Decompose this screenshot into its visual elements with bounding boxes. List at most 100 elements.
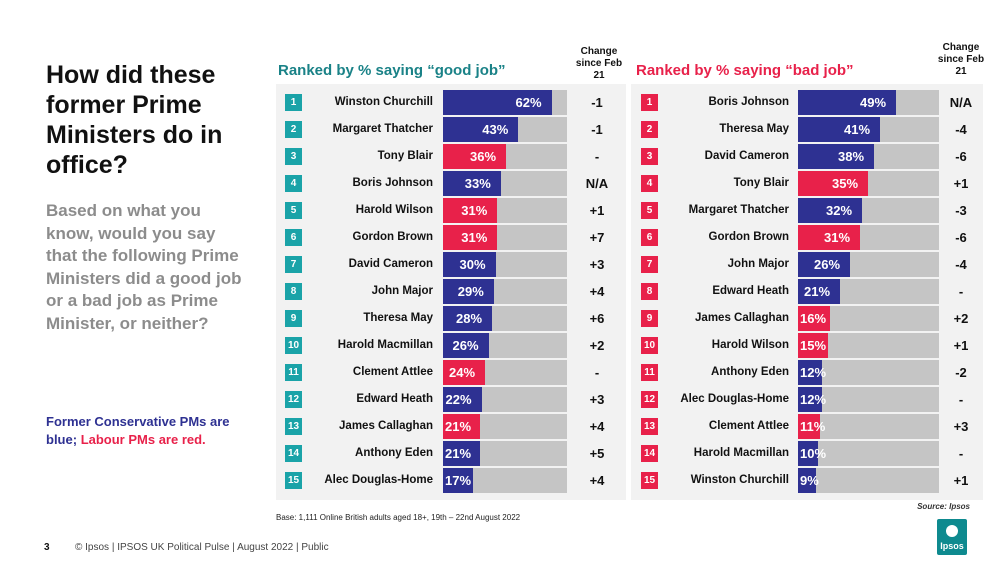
- pm-name-label: Clement Attlee: [352, 366, 433, 378]
- bar-track: 10%: [798, 441, 939, 466]
- bar-track: 9%: [798, 468, 939, 493]
- bar: [443, 171, 501, 196]
- bar-track: 36%: [443, 144, 567, 169]
- bar-track: 21%: [443, 441, 567, 466]
- data-label: 31%: [461, 230, 488, 245]
- data-label: 21%: [445, 446, 472, 461]
- change-value: +3: [589, 392, 605, 407]
- bar-track: 15%: [798, 333, 939, 358]
- rank-badge: 11: [285, 364, 302, 381]
- pm-name-label: Anthony Eden: [711, 366, 789, 378]
- party-color-note: Former Conservative PMs are blue; Labour…: [46, 413, 261, 449]
- bar: [798, 306, 830, 331]
- change-value: -1: [591, 122, 603, 137]
- data-label: 10%: [800, 446, 827, 461]
- change-value: -: [958, 284, 964, 299]
- rank-badge: 1: [641, 94, 658, 111]
- bar: [798, 414, 820, 439]
- chart-row: 3 Tony Blair 36% -: [0, 143, 1000, 170]
- bar: [798, 90, 896, 115]
- rank-badge: 5: [641, 202, 658, 219]
- bar: [798, 252, 850, 277]
- chart-row: 11 Anthony Eden 12% -2: [0, 359, 1000, 386]
- change-value: -6: [955, 230, 967, 245]
- bar-track: 41%: [798, 117, 939, 142]
- change-value: -1: [591, 95, 603, 110]
- data-label: 22%: [445, 392, 472, 407]
- bar: [443, 117, 519, 142]
- good-job-title: Ranked by % saying “good job”: [278, 62, 506, 79]
- logo-text: Ipsos: [940, 541, 964, 551]
- rank-badge: 13: [285, 418, 302, 435]
- chart-row: 13 Clement Attlee 11% +3: [0, 413, 1000, 440]
- pm-name-label: Harold Wilson: [711, 339, 789, 351]
- pm-name-label: Theresa May: [719, 123, 789, 135]
- change-value: +2: [953, 311, 969, 326]
- data-label: 31%: [824, 230, 851, 245]
- bar-track: 33%: [443, 171, 567, 196]
- pm-name-label: John Major: [727, 258, 789, 270]
- change-value: +1: [953, 338, 969, 353]
- pm-name-label: Margaret Thatcher: [688, 204, 789, 216]
- bar: [443, 225, 498, 250]
- pm-name-label: Alec Douglas-Home: [324, 474, 433, 486]
- rank-badge: 4: [285, 175, 302, 192]
- data-label: 62%: [515, 95, 542, 110]
- data-label: 31%: [461, 203, 488, 218]
- bar: [798, 360, 822, 385]
- pm-name-label: Harold Macmillan: [693, 447, 789, 459]
- source-note: Source: Ipsos: [917, 502, 970, 511]
- bar: [798, 171, 868, 196]
- chart-row: 12 Alec Douglas-Home 12% -: [0, 386, 1000, 413]
- conservative-note: Former Conservative PMs are blue;: [46, 414, 230, 447]
- bar-track: 12%: [798, 387, 939, 412]
- rank-badge: 4: [641, 175, 658, 192]
- ipsos-logo: Ipsos: [937, 519, 967, 555]
- rank-badge: 10: [285, 337, 302, 354]
- bar: [443, 333, 489, 358]
- pm-name-label: Gordon Brown: [708, 231, 790, 243]
- bad-job-title: Ranked by % saying “bad job”: [636, 62, 854, 79]
- bar-track: 32%: [798, 198, 939, 223]
- chart-row: 4 Tony Blair 35% +1: [0, 170, 1000, 197]
- chart-row: 8 John Major 29% +4: [0, 278, 1000, 305]
- bar: [443, 279, 494, 304]
- chart-row: 3 David Cameron 38% -6: [0, 143, 1000, 170]
- rank-badge: 13: [641, 418, 658, 435]
- bar-track: 17%: [443, 468, 567, 493]
- bar-track: 11%: [798, 414, 939, 439]
- rank-badge: 1: [285, 94, 302, 111]
- rank-badge: 7: [285, 256, 302, 273]
- rank-badge: 5: [285, 202, 302, 219]
- good-change-header: Change since Feb 21: [575, 46, 623, 81]
- data-label: 12%: [800, 365, 827, 380]
- bar-track: 24%: [443, 360, 567, 385]
- bar-track: 16%: [798, 306, 939, 331]
- change-value: +2: [589, 338, 605, 353]
- data-label: 29%: [457, 284, 484, 299]
- change-value: +4: [589, 473, 605, 488]
- rank-badge: 6: [285, 229, 302, 246]
- rank-badge: 8: [285, 283, 302, 300]
- bar-track: 12%: [798, 360, 939, 385]
- data-label: 28%: [456, 311, 483, 326]
- bar: [443, 441, 480, 466]
- bar-track: 26%: [443, 333, 567, 358]
- data-label: 38%: [838, 149, 865, 164]
- pm-name-label: Tony Blair: [733, 177, 789, 189]
- change-value: +4: [589, 419, 605, 434]
- bar-track: 21%: [443, 414, 567, 439]
- rank-badge: 2: [641, 121, 658, 138]
- bar: [798, 333, 828, 358]
- change-value: +6: [589, 311, 605, 326]
- rank-badge: 3: [285, 148, 302, 165]
- data-label: 26%: [814, 257, 841, 272]
- change-value: -6: [955, 149, 967, 164]
- chart-row: 5 Margaret Thatcher 32% -3: [0, 197, 1000, 224]
- pm-name-label: Boris Johnson: [708, 96, 789, 108]
- pm-name-label: Harold Macmillan: [337, 339, 433, 351]
- rank-badge: 10: [641, 337, 658, 354]
- chart-row: 1 Winston Churchill 62% -1: [0, 89, 1000, 116]
- pm-name-label: James Callaghan: [339, 420, 433, 432]
- bar: [443, 468, 473, 493]
